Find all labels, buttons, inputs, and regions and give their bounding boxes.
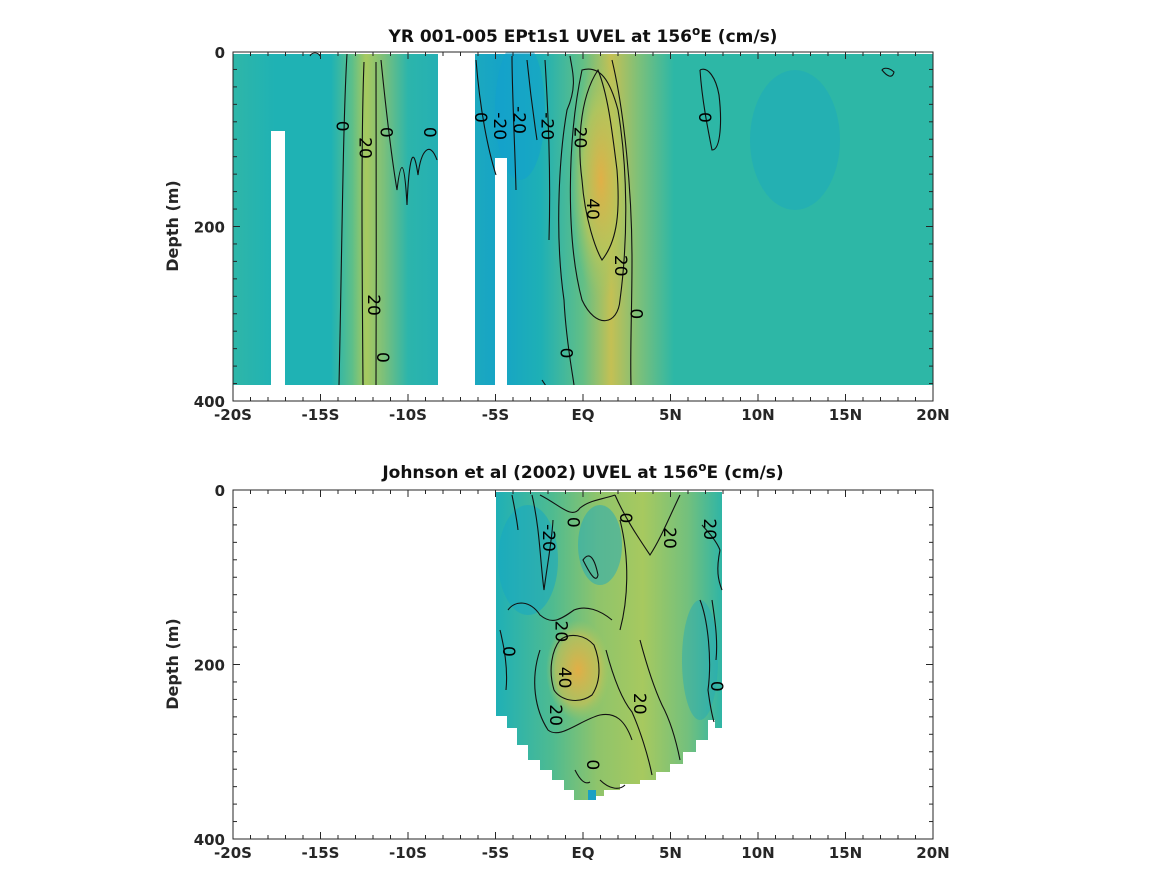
bottom-y-tick-label: 200 (194, 657, 225, 675)
bottom-contour-label: 20 (659, 527, 679, 549)
top-x-tick-label: 20N (916, 406, 949, 424)
bottom-x-tick-label: -10S (389, 844, 427, 862)
top-contour-label: 0 (372, 352, 392, 363)
bottom-y-tick-label: 0 (215, 482, 225, 500)
top-x-tick-label: -15S (302, 406, 340, 424)
missing-region (495, 158, 507, 385)
bottom-y-tick-label: 400 (194, 831, 225, 849)
bottom-x-tick-label: -15S (302, 844, 340, 862)
top-x-tick-label: -5S (482, 406, 509, 424)
bottom-x-tick-label: -5S (482, 844, 509, 862)
top-field-blue-patch-2 (495, 52, 545, 180)
top-contour-label: 20 (354, 137, 374, 159)
top-contour-label: 0 (419, 127, 439, 138)
bottom-x-tick-label: 20N (916, 844, 949, 862)
top-x-tick-label: -20S (214, 406, 252, 424)
bottom-field-blue-patch (498, 505, 558, 615)
bottom-x-tick-label: -20S (214, 844, 252, 862)
top-x-tick-label: EQ (572, 406, 595, 424)
bottom-field-blue-patch-3 (682, 600, 718, 720)
top-chart-title: YR 001-005 EPt1s1 UVEL at 156oE (cm/s) (388, 24, 778, 47)
top-contour-lines (309, 52, 895, 387)
top-y-axis-label: Depth (m) (163, 180, 182, 272)
top-y-tick-label: 200 (194, 219, 225, 237)
bottom-x-tick-label: 5N (659, 844, 682, 862)
top-y-tick-label: 0 (215, 44, 225, 62)
top-x-tick-label: -10S (389, 406, 427, 424)
top-contour-label: -20 (508, 106, 528, 134)
bottom-contour-label: 0 (615, 513, 635, 524)
bottom-x-tick-label: EQ (572, 844, 595, 862)
top-field-blue-patch (750, 70, 840, 210)
bottom-contour-lines (499, 494, 723, 789)
top-y-tick-label: 400 (194, 393, 225, 411)
top-contour-label: 0 (694, 112, 714, 123)
bottom-contour-label: 20 (545, 704, 565, 726)
top-contour-label: -20 (536, 112, 556, 140)
bottom-contour-label: 0 (563, 517, 583, 528)
bottom-contour-label: 20 (699, 518, 719, 540)
bottom-x-tick-label: 10N (741, 844, 774, 862)
top-contour-label: 0 (470, 112, 490, 123)
bottom-contour-label: 0 (498, 646, 518, 657)
top-contour-label: 20 (570, 127, 590, 149)
top-x-tick-label: 5N (659, 406, 682, 424)
bottom-contour-label: -20 (538, 524, 558, 552)
bottom-contour-label: 0 (582, 759, 602, 770)
top-x-tick-label: 10N (741, 406, 774, 424)
bottom-chart-title: Johnson et al (2002) UVEL at 156oE (cm/s… (381, 460, 783, 483)
top-contour-label: 40 (582, 198, 602, 220)
top-contour-label: 0 (332, 121, 352, 132)
bottom-y-axis-label: Depth (m) (163, 618, 182, 710)
missing-region (271, 131, 285, 385)
bottom-field-blue-patch-2 (578, 505, 622, 585)
bottom-contour-labels: -20 0 0 20 20 20 0 40 20 20 0 0 (498, 513, 726, 771)
top-contour-label: 20 (610, 255, 630, 277)
bottom-contour-label: 20 (550, 621, 570, 643)
top-contour-label: 0 (375, 127, 395, 138)
top-contour-label: 20 (363, 294, 383, 316)
top-contour-label: -20 (489, 112, 509, 140)
bottom-x-tick-label: 15N (829, 844, 862, 862)
bottom-contour-label: 40 (554, 667, 574, 689)
top-field-core (571, 60, 631, 300)
top-contour-label: 0 (626, 308, 646, 319)
bottom-contour-label: 0 (706, 681, 726, 692)
top-contour-label: 0 (556, 348, 576, 359)
missing-region (438, 54, 475, 385)
bottom-contour-label: 20 (629, 693, 649, 715)
top-x-tick-label: 15N (829, 406, 862, 424)
